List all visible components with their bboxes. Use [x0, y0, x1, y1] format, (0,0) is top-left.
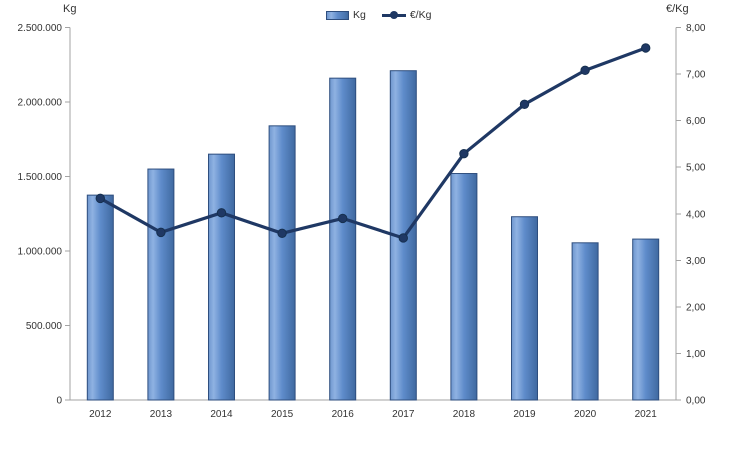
- line-point-2020: [580, 65, 590, 76]
- left-axis-title: Kg: [63, 3, 77, 15]
- bar-2015: [268, 125, 296, 401]
- x-axis-label-2018: 2018: [453, 409, 476, 420]
- line-point-2016: [338, 213, 348, 224]
- line-series-swatch-icon: [381, 10, 406, 19]
- legend-item-kg: Kg: [326, 9, 366, 21]
- bar-2020: [571, 242, 599, 401]
- legend-label-eur-per-kg: €/Kg: [409, 9, 432, 21]
- x-axis-label-2015: 2015: [271, 409, 294, 420]
- bar-2016: [329, 77, 357, 401]
- right-axis-tick-label: 2,00: [686, 302, 706, 313]
- bar-2012: [86, 194, 114, 401]
- bar-2013: [147, 168, 175, 401]
- left-axis-tick-label: 500.000: [26, 321, 63, 332]
- line-point-2018: [459, 148, 469, 159]
- line-marker-icon: [389, 10, 398, 19]
- bar-series-swatch-icon: [326, 10, 349, 20]
- x-axis-label-2013: 2013: [150, 409, 173, 420]
- right-axis-tick-label: 7,00: [686, 70, 706, 81]
- x-axis-label-2014: 2014: [210, 409, 233, 420]
- legend: Kg €/Kg: [326, 9, 431, 21]
- bar-2021: [632, 238, 660, 401]
- legend-label-kg: Kg: [353, 9, 366, 21]
- line-point-2013: [156, 227, 166, 238]
- line-point-2019: [519, 99, 530, 110]
- right-axis-tick-label: 0,00: [686, 396, 706, 407]
- left-axis-tick-label: 2.000.000: [18, 98, 63, 109]
- right-axis-tick-label: 5,00: [686, 163, 706, 174]
- bar-2014: [208, 153, 235, 401]
- left-axis-tick-label: 1.500.000: [18, 172, 63, 183]
- right-axis-title: €/Kg: [666, 3, 689, 15]
- bar-2019: [511, 216, 538, 401]
- x-axis-label-2021: 2021: [635, 409, 658, 420]
- left-axis-tick-label: 1.000.000: [18, 247, 63, 258]
- legend-item-eur-per-kg: €/Kg: [381, 9, 432, 21]
- right-axis-tick-label: 1,00: [686, 349, 706, 360]
- line-point-2021: [641, 43, 651, 53]
- line-point-2015: [277, 228, 287, 239]
- right-axis-tick-label: 3,00: [686, 256, 706, 267]
- left-axis-tick-label: 2.500.000: [18, 23, 63, 34]
- right-axis-tick-label: 8,00: [686, 23, 706, 34]
- bar-2018: [450, 173, 478, 401]
- x-axis-label-2016: 2016: [332, 409, 355, 420]
- x-axis-label-2019: 2019: [513, 409, 536, 420]
- line-point-2017: [398, 233, 408, 243]
- x-axis-label-2012: 2012: [89, 409, 112, 420]
- line-point-2014: [216, 208, 227, 218]
- right-axis-tick-label: 6,00: [686, 116, 706, 127]
- x-axis-label-2017: 2017: [392, 409, 415, 420]
- left-axis-tick-label: 0: [56, 396, 62, 407]
- right-axis-tick-label: 4,00: [686, 209, 706, 220]
- line-point-2012: [95, 193, 106, 204]
- price-line: [98, 46, 648, 240]
- x-axis-label-2020: 2020: [574, 409, 597, 420]
